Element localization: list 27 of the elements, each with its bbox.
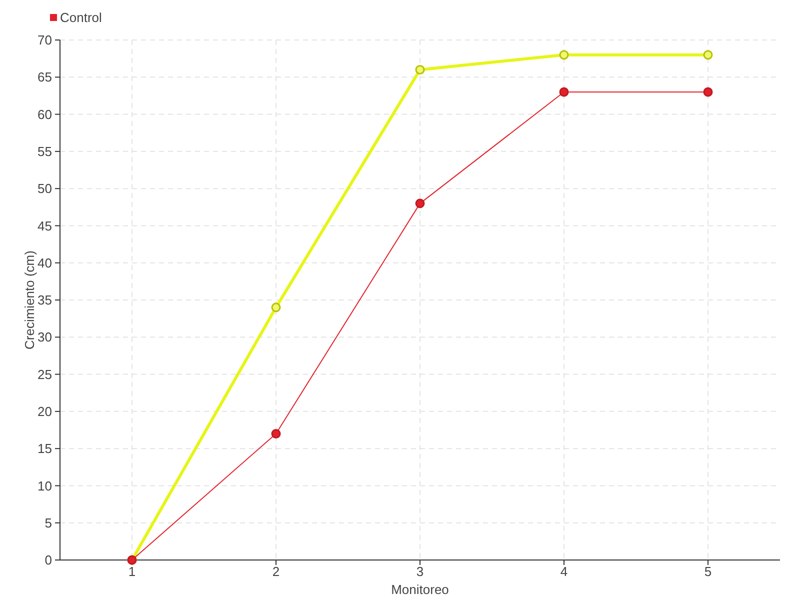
x-tick-label: 2 (272, 564, 280, 579)
y-tick-label: 40 (38, 255, 52, 270)
point (703, 87, 713, 97)
legend-label: Control (60, 10, 102, 25)
y-tick-label: 5 (44, 515, 52, 530)
y-axis-title: Crecimiento (cm) (22, 250, 37, 350)
y-tick-label: 35 (38, 292, 52, 308)
point (415, 198, 425, 208)
y-tick-label: 25 (38, 366, 52, 382)
y-tick-label: 0 (44, 552, 52, 568)
y-tick-label: 70 (38, 32, 52, 48)
point (271, 428, 281, 438)
x-tick-label: 3 (416, 564, 424, 579)
y-tick-label: 10 (38, 478, 52, 494)
y-tick-label: 45 (38, 218, 52, 234)
x-tick-label: 1 (128, 564, 136, 579)
x-axis-title: Monitoreo (391, 582, 449, 597)
y-tick-label: 65 (38, 70, 52, 85)
x-tick-label: 4 (560, 564, 568, 579)
y-tick-label: 30 (38, 330, 52, 345)
point (559, 87, 569, 97)
y-tick-label: 50 (38, 181, 52, 196)
x-tick-label: 5 (704, 564, 712, 579)
y-tick-label: 60 (38, 106, 52, 122)
y-tick-label: 55 (38, 144, 52, 159)
y-tick-label: 15 (38, 441, 52, 456)
y-tick-label: 20 (38, 404, 52, 419)
